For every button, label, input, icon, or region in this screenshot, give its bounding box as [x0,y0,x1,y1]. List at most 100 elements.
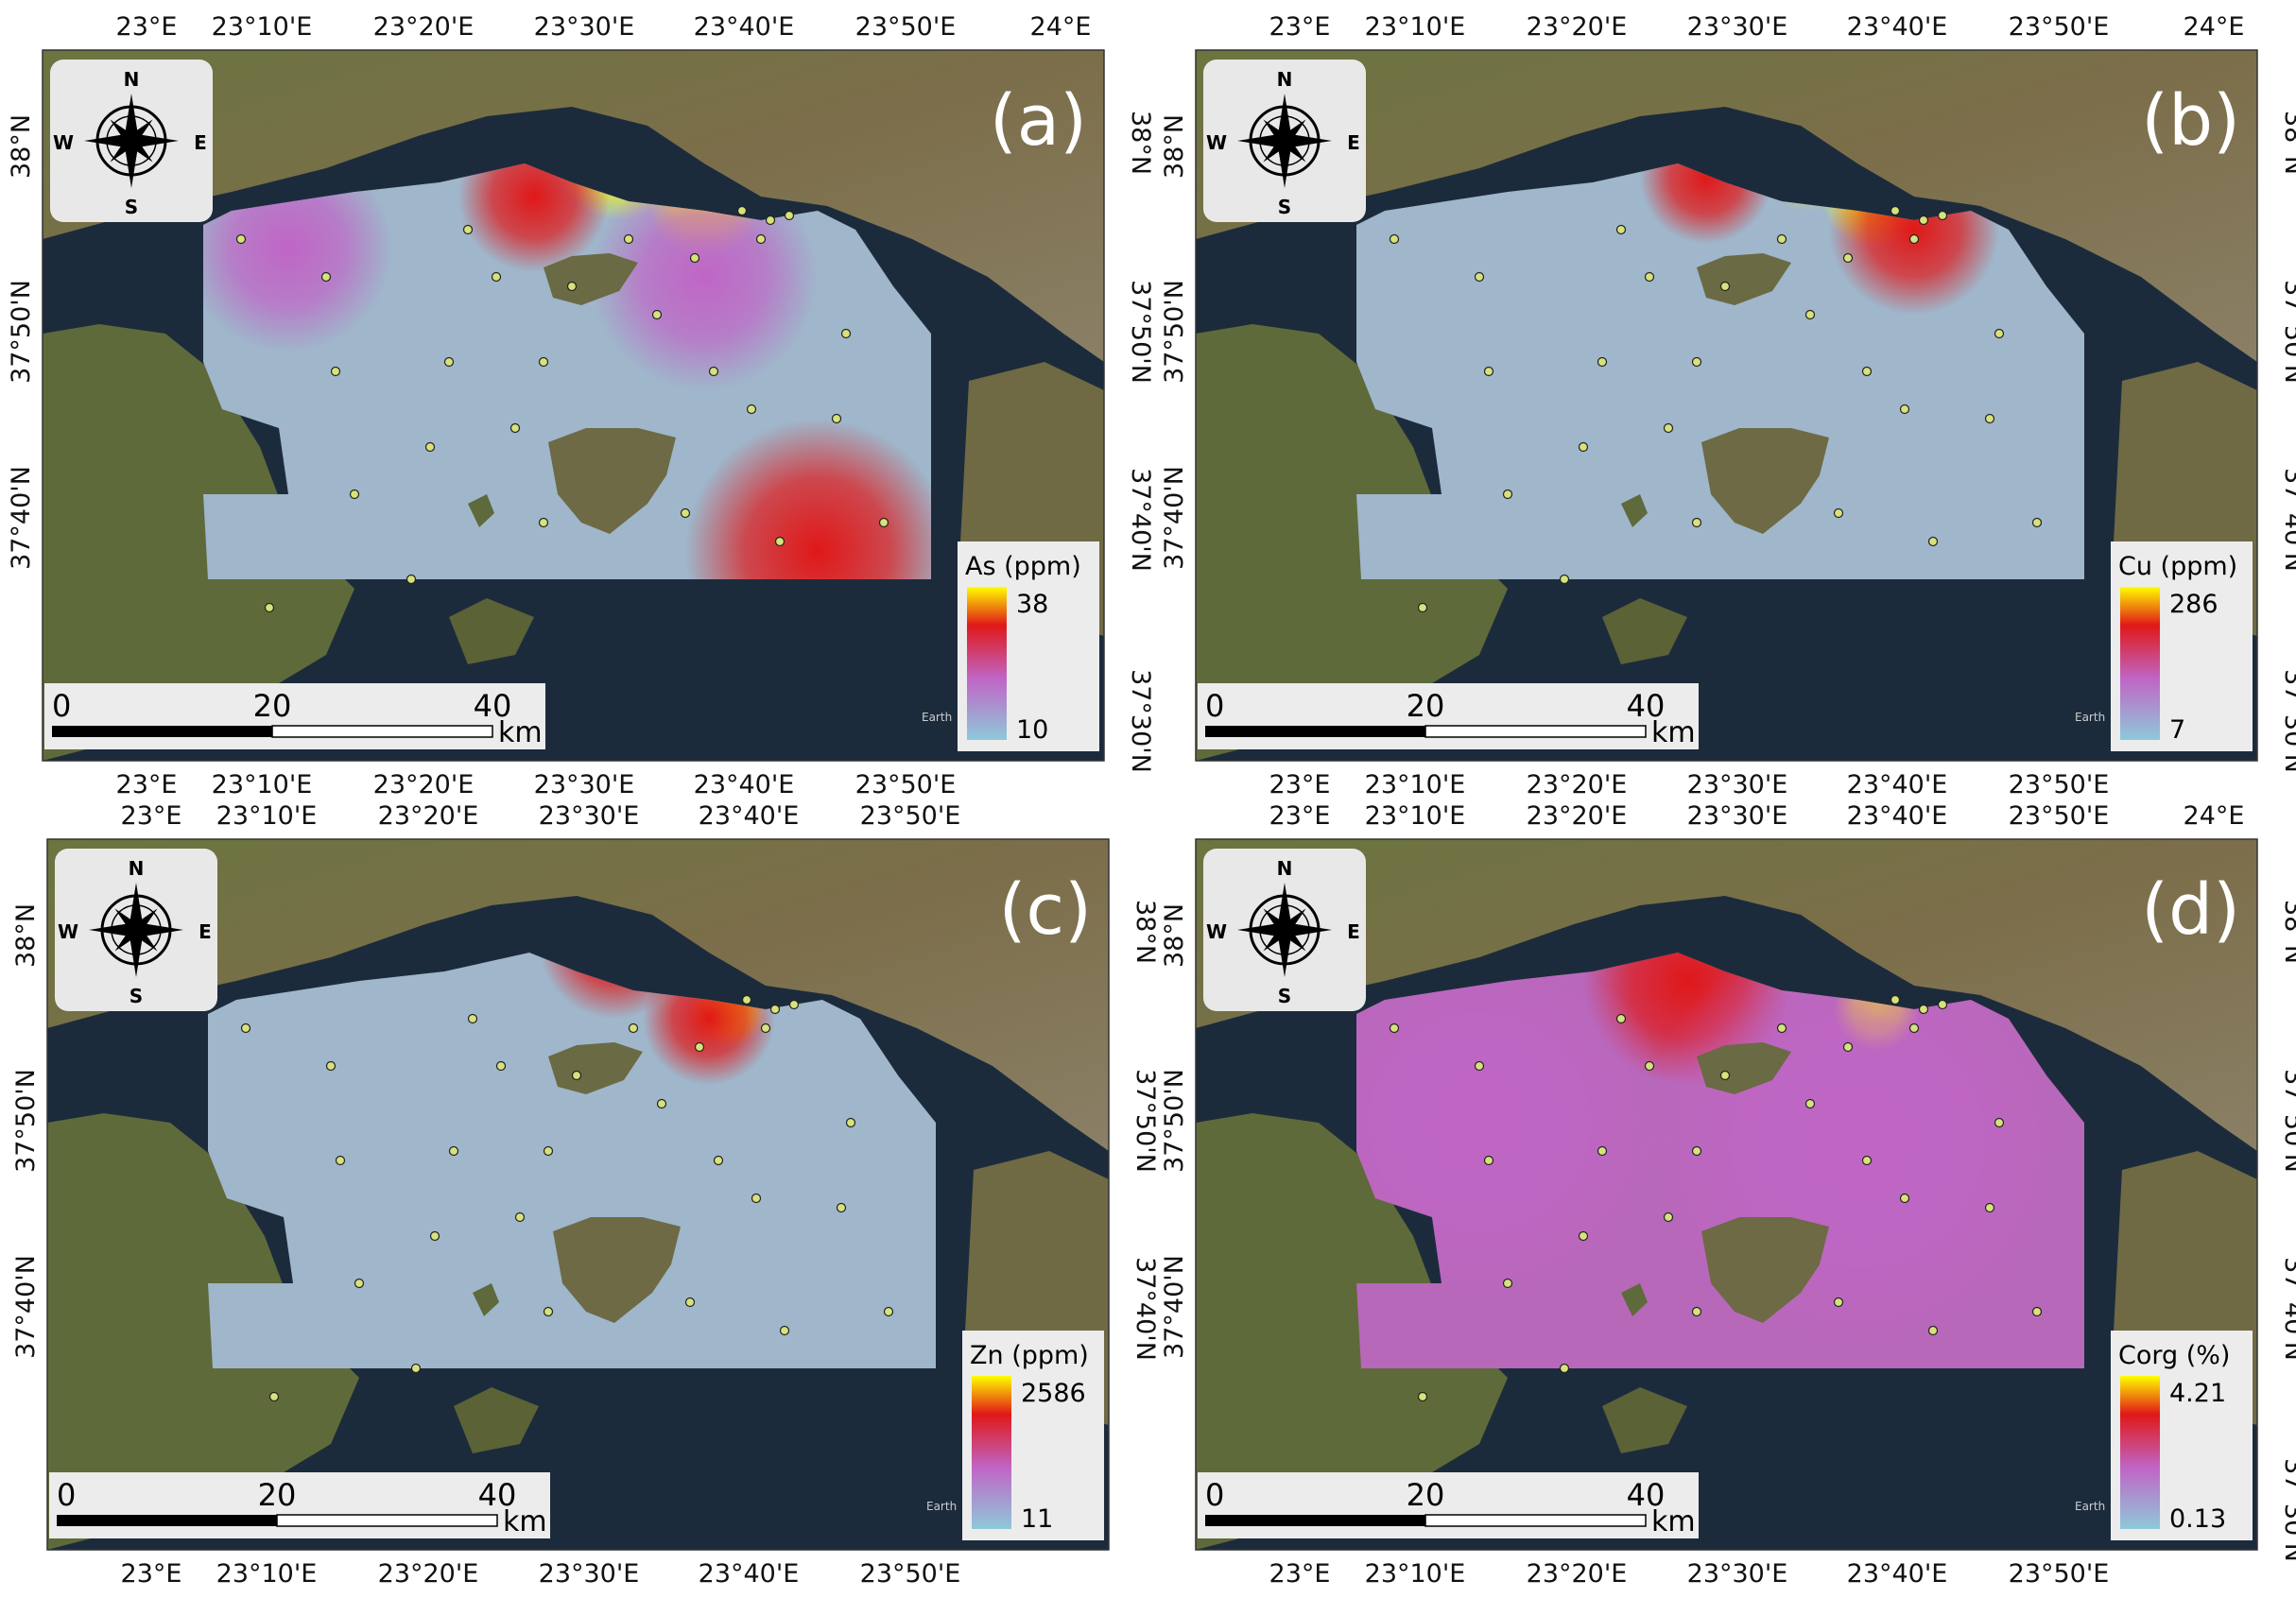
sample-point [1908,1022,1920,1034]
sample-point [1994,328,2005,339]
left-latitude-label: 38°N [1160,903,1189,968]
sample-point [1890,205,1901,216]
sample-point [736,205,748,216]
sample-points [240,994,894,1402]
bottom-longitude-label: 23°40'E [699,1559,800,1589]
sample-point [1474,1060,1485,1072]
bottom-longitude-label: 23°20'E [378,1559,479,1589]
bottom-longitude-label: 23°40'E [694,770,795,799]
right-latitude-label: 37°30'N [2279,1458,2296,1562]
legend-max-value: 4.21 [2169,1379,2226,1408]
sample-point [320,271,332,283]
sample-point [1597,356,1608,368]
sample-point [1483,1155,1494,1166]
compass-arrow-icon [1237,922,1285,937]
sample-point [1719,1070,1731,1081]
mainland-north [1196,839,2257,1151]
island-south [1602,1387,1687,1453]
concentration-hotspot [591,163,818,390]
island-salamis [1697,253,1791,305]
scale-bar-box [49,1472,550,1538]
sample-point [1615,1013,1627,1024]
sample-points [1389,994,2043,1402]
sample-point [1918,1004,1929,1015]
scale-bar-white [276,1514,498,1527]
sample-point [429,1230,440,1242]
compass-east-label: E [1347,920,1360,943]
legend-max-value: 38 [1016,590,1048,619]
sample-point [755,233,767,245]
sample-point [1984,413,1995,424]
mainland-southwest [1196,324,1508,761]
bottom-longitude-label: 23°20'E [1527,770,1628,799]
sample-point [689,252,700,264]
sample-point [1927,1325,1939,1336]
scale-tick-label: 0 [57,1477,76,1513]
top-longitude-label: 23°30'E [1687,12,1788,42]
sample-point [1842,252,1854,264]
island-small [468,494,494,527]
top-longitude-label: 23°50'E [2009,801,2110,831]
compass-south-label: S [125,196,138,218]
mainland-southwest [47,1113,359,1550]
right-latitude-label: 37°40'N [1126,468,1155,572]
top-longitude-label: 23°10'E [1365,801,1466,831]
right-latitude-label: 37°30'N [2279,669,2296,773]
scale-unit: km [503,1505,547,1538]
bottom-longitude-label: 23°20'E [373,770,475,799]
top-longitude-label: 23°20'E [373,12,475,42]
bottom-longitude-label: 23°40'E [1847,1559,1948,1589]
sample-point [1691,356,1702,368]
imagery-attribution: Earth [926,1500,957,1513]
sample-point [543,1145,554,1157]
legend-color-ramp [967,587,1007,740]
imagery-attribution: Earth [2075,711,2105,724]
compass-arrow-icon [131,133,179,148]
sample-point [1776,1022,1787,1034]
compass-arrow-icon [1277,930,1292,977]
sample-point [1804,1098,1816,1109]
sample-point [1937,210,1948,221]
island-small [473,1283,499,1316]
sample-point [788,999,800,1010]
scale-unit: km [1651,1505,1696,1538]
sample-point [538,517,549,528]
scale-tick-label: 20 [1407,1477,1445,1513]
sample-point [769,1004,781,1015]
scale-bar-black [57,1515,277,1526]
compass-south-label: S [1278,196,1291,218]
bottom-longitude-label: 23°30'E [539,1559,640,1589]
sample-point [406,574,417,585]
sample-point [424,441,436,453]
sample-point [1908,233,1920,245]
compass-arrow-icon [84,133,131,148]
scale-bar-black [1205,1515,1425,1526]
top-longitude-label: 23°20'E [1527,801,1628,831]
sample-point [509,422,521,434]
left-latitude-label: 37°50'N [1160,280,1189,384]
left-latitude-label: 37°40'N [1160,466,1189,570]
concentration-hotspot [1640,163,1772,244]
right-latitude-label: 37°40'N [2279,468,2296,572]
right-latitude-label: 37°50'N [1126,280,1155,384]
sample-point [1691,1145,1702,1157]
sample-point [779,1325,790,1336]
compass-west-label: W [58,920,78,943]
bottom-longitude-label: 23°10'E [216,1559,318,1589]
sample-point [680,507,691,519]
left-latitude-label: 37°40'N [11,1255,41,1359]
top-longitude-label: 24°E [1030,12,1092,42]
scale-tick-label: 40 [1627,1477,1666,1513]
compass-east-label: E [199,920,212,943]
top-longitude-label: 23°30'E [539,801,640,831]
sample-point [623,233,634,245]
scale-tick-label: 40 [474,688,512,724]
sample-point [543,1306,554,1317]
compass-south-label: S [1278,985,1291,1007]
top-longitude-label: 23°40'E [1847,801,1948,831]
bottom-longitude-label: 23°40'E [1847,770,1948,799]
mainland-southwest [1196,1113,1508,1550]
sample-point [538,356,549,368]
